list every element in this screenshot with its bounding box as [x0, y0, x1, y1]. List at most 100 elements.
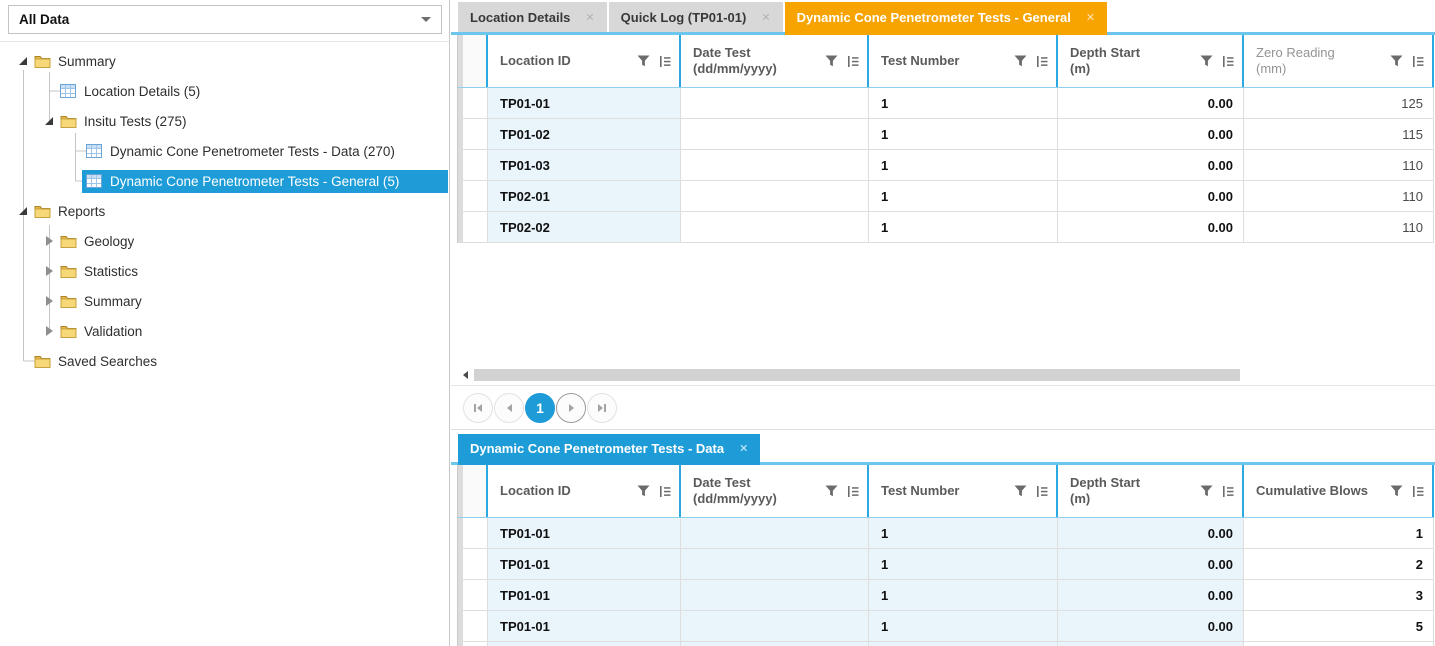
tree-item-content[interactable]: Geology	[56, 230, 448, 253]
row-selector[interactable]	[458, 88, 488, 119]
tab-quick-log-tp01-01[interactable]: Quick Log (TP01-01) ✕	[608, 2, 783, 35]
tree-item-geology[interactable]: Geology	[0, 226, 448, 256]
cell-test-number[interactable]: 1	[869, 88, 1058, 119]
cell-depth-start[interactable]: 0.00	[1058, 119, 1244, 150]
cell-zero-reading[interactable]: 115	[1244, 119, 1434, 150]
scrollbar-thumb[interactable]	[474, 369, 1240, 381]
tree-item-dynamic-cone-penetrometer-tests-data-270[interactable]: Dynamic Cone Penetrometer Tests - Data (…	[0, 136, 448, 166]
row-selector[interactable]	[458, 150, 488, 181]
column-header-date-test[interactable]: Date Test (dd/mm/yyyy)	[681, 35, 869, 87]
cell-zero-reading[interactable]: 125	[1244, 88, 1434, 119]
row-selector[interactable]	[458, 611, 488, 642]
next-page-button[interactable]	[556, 392, 586, 423]
column-menu-icon[interactable]	[847, 485, 859, 497]
close-icon[interactable]: ✕	[761, 11, 771, 24]
cell-test-number[interactable]: 1	[869, 150, 1058, 181]
tree-collapsed-icon[interactable]	[42, 263, 56, 279]
tree-item-location-details-5[interactable]: Location Details (5)	[0, 76, 448, 106]
cell-location-id[interactable]: TP01-01	[488, 549, 681, 580]
cell-location-id[interactable]	[488, 642, 681, 646]
close-icon[interactable]: ✕	[739, 442, 749, 455]
tree-item-saved-searches[interactable]: Saved Searches	[0, 346, 448, 376]
cell-cumulative-blows[interactable]	[1244, 642, 1434, 646]
cell-test-number[interactable]: 1	[869, 580, 1058, 611]
tree-item-content[interactable]: Reports	[30, 200, 448, 223]
cell-date-test[interactable]	[681, 642, 869, 646]
cell-cumulative-blows[interactable]: 2	[1244, 549, 1434, 580]
cell-test-number[interactable]: 1	[869, 119, 1058, 150]
column-header-location-id[interactable]: Location ID	[488, 35, 681, 87]
column-menu-icon[interactable]	[1412, 485, 1424, 497]
filter-icon[interactable]	[1200, 485, 1213, 497]
filter-icon[interactable]	[825, 485, 838, 497]
cell-date-test[interactable]	[681, 150, 869, 181]
tree-expanded-icon[interactable]	[16, 203, 30, 219]
tree-item-insitu-tests-275[interactable]: Insitu Tests (275)	[0, 106, 448, 136]
cell-location-id[interactable]: TP01-03	[488, 150, 681, 181]
row-selector[interactable]	[458, 212, 488, 243]
column-header-zero-reading[interactable]: Zero Reading (mm)	[1244, 35, 1434, 87]
column-header-cumulative-blows[interactable]: Cumulative Blows	[1244, 465, 1434, 517]
filter-icon[interactable]	[1014, 485, 1027, 497]
tree-item-content[interactable]: Saved Searches	[30, 350, 448, 373]
tree-expanded-icon[interactable]	[16, 53, 30, 69]
cell-date-test[interactable]	[681, 518, 869, 549]
column-menu-icon[interactable]	[659, 55, 671, 67]
cell-location-id[interactable]: TP01-01	[488, 518, 681, 549]
column-menu-icon[interactable]	[1222, 485, 1234, 497]
tree-item-validation[interactable]: Validation	[0, 316, 448, 346]
filter-icon[interactable]	[1200, 55, 1213, 67]
last-page-button[interactable]	[587, 392, 617, 423]
cell-location-id[interactable]: TP01-01	[488, 580, 681, 611]
cell-test-number[interactable]: 1	[869, 518, 1058, 549]
filter-icon[interactable]	[1014, 55, 1027, 67]
cell-zero-reading[interactable]: 110	[1244, 181, 1434, 212]
tree-item-statistics[interactable]: Statistics	[0, 256, 448, 286]
chevron-down-icon[interactable]	[421, 17, 431, 22]
scroll-left-icon[interactable]	[459, 368, 472, 382]
cell-cumulative-blows[interactable]: 3	[1244, 580, 1434, 611]
cell-date-test[interactable]	[681, 212, 869, 243]
tree-item-summary[interactable]: Summary	[0, 46, 448, 76]
select-all-header-cell[interactable]	[458, 35, 488, 87]
cell-depth-start[interactable]: 0.00	[1058, 611, 1244, 642]
tree-collapsed-icon[interactable]	[42, 233, 56, 249]
tree-expanded-icon[interactable]	[42, 113, 56, 129]
tree-item-content[interactable]: Statistics	[56, 260, 448, 283]
tree-item-content[interactable]: Dynamic Cone Penetrometer Tests - Genera…	[82, 169, 448, 193]
tree-item-content[interactable]: Dynamic Cone Penetrometer Tests - Data (…	[82, 140, 448, 163]
data-scope-dropdown[interactable]: All Data	[8, 5, 442, 34]
tree-item-dynamic-cone-penetrometer-tests-general-5[interactable]: Dynamic Cone Penetrometer Tests - Genera…	[0, 166, 448, 196]
tree-collapsed-icon[interactable]	[42, 293, 56, 309]
horizontal-scrollbar[interactable]	[457, 368, 1434, 382]
cell-location-id[interactable]: TP01-01	[488, 611, 681, 642]
tree-item-content[interactable]: Location Details (5)	[56, 80, 448, 103]
column-header-test-number[interactable]: Test Number	[869, 35, 1058, 87]
tree-item-summary[interactable]: Summary	[0, 286, 448, 316]
current-page-button[interactable]: 1	[525, 392, 555, 423]
filter-icon[interactable]	[637, 55, 650, 67]
cell-depth-start[interactable]: 0.00	[1058, 181, 1244, 212]
cell-zero-reading[interactable]: 110	[1244, 150, 1434, 181]
cell-date-test[interactable]	[681, 549, 869, 580]
cell-depth-start[interactable]: 0.00	[1058, 212, 1244, 243]
column-menu-icon[interactable]	[1036, 485, 1048, 497]
row-selector[interactable]	[458, 518, 488, 549]
cell-location-id[interactable]: TP01-02	[488, 119, 681, 150]
column-menu-icon[interactable]	[1412, 55, 1424, 67]
column-menu-icon[interactable]	[847, 55, 859, 67]
cell-location-id[interactable]: TP01-01	[488, 88, 681, 119]
first-page-button[interactable]	[463, 392, 493, 423]
close-icon[interactable]: ✕	[585, 11, 595, 24]
cell-cumulative-blows[interactable]: 5	[1244, 611, 1434, 642]
cell-date-test[interactable]	[681, 580, 869, 611]
tree-item-reports[interactable]: Reports	[0, 196, 448, 226]
cell-depth-start[interactable]: 0.00	[1058, 549, 1244, 580]
column-header-test-number[interactable]: Test Number	[869, 465, 1058, 517]
row-selector[interactable]	[458, 580, 488, 611]
tree-item-content[interactable]: Summary	[56, 290, 448, 313]
column-header-depth-start[interactable]: Depth Start (m)	[1058, 465, 1244, 517]
tree-item-content[interactable]: Summary	[30, 50, 448, 73]
column-menu-icon[interactable]	[1036, 55, 1048, 67]
column-header-date-test[interactable]: Date Test (dd/mm/yyyy)	[681, 465, 869, 517]
